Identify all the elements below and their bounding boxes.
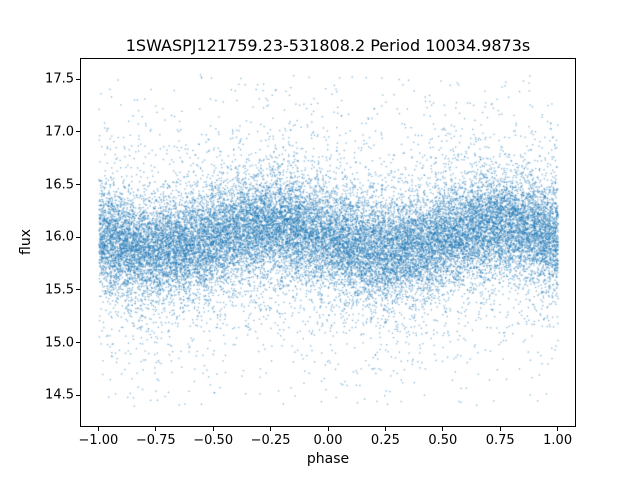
x-tick-mark xyxy=(499,427,501,431)
x-tick-mark xyxy=(327,427,329,431)
x-tick-label: 0.00 xyxy=(313,433,343,448)
y-tick-label: 16.0 xyxy=(45,229,74,245)
y-tick-label: 14.5 xyxy=(45,387,74,403)
scatter-canvas xyxy=(81,59,575,426)
plot-area xyxy=(80,58,576,427)
x-tick-mark xyxy=(270,427,272,431)
x-tick-label: −0.50 xyxy=(193,433,234,448)
y-tick-mark xyxy=(76,131,80,133)
x-tick-label: 0.25 xyxy=(370,433,400,448)
y-tick-mark xyxy=(76,289,80,291)
y-tick-label: 15.0 xyxy=(45,335,74,351)
x-tick-mark xyxy=(442,427,444,431)
y-tick-label: 17.5 xyxy=(45,71,74,87)
y-tick-mark xyxy=(76,78,80,80)
y-tick-label: 17.0 xyxy=(45,124,74,140)
y-tick-mark xyxy=(76,394,80,396)
x-tick-mark xyxy=(557,427,559,431)
x-tick-label: −0.75 xyxy=(135,433,176,448)
x-tick-mark xyxy=(155,427,157,431)
y-tick-mark xyxy=(76,184,80,185)
y-tick-label: 15.5 xyxy=(45,282,74,298)
x-tick-label: 1.00 xyxy=(543,433,573,448)
x-tick-label: −1.00 xyxy=(78,433,119,448)
x-tick-mark xyxy=(212,427,214,431)
x-tick-mark xyxy=(97,427,99,431)
x-axis-label: phase xyxy=(306,451,350,467)
x-tick-mark xyxy=(384,427,386,431)
x-tick-label: −0.25 xyxy=(250,433,291,448)
chart-title: 1SWASPJ121759.23-531808.2 Period 10034.9… xyxy=(125,36,531,55)
y-tick-mark xyxy=(76,236,80,238)
y-tick-mark xyxy=(76,342,80,344)
y-tick-label: 16.5 xyxy=(45,177,74,192)
x-tick-label: 0.50 xyxy=(428,433,458,448)
x-tick-label: 0.75 xyxy=(485,433,515,448)
